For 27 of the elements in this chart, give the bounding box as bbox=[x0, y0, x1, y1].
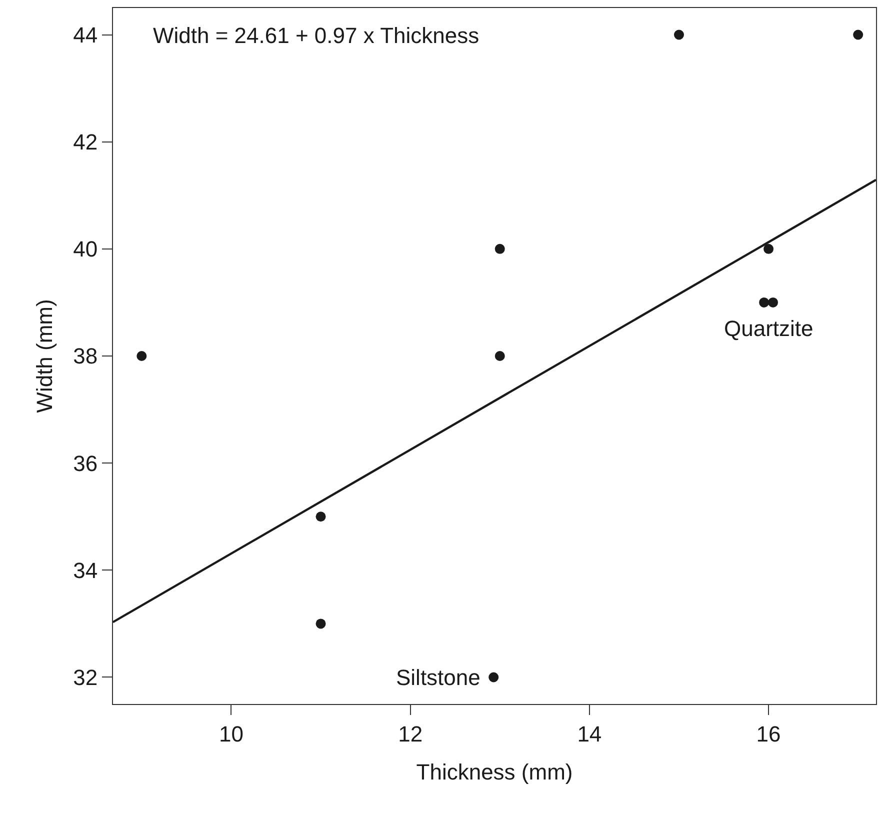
x-tick-label: 14 bbox=[577, 721, 602, 746]
annotation: Quartzite bbox=[724, 316, 814, 341]
point bbox=[759, 297, 770, 308]
point bbox=[488, 672, 499, 682]
point bbox=[768, 297, 778, 308]
y-axis-title: Width (mm) bbox=[32, 299, 57, 413]
point bbox=[853, 30, 864, 40]
point bbox=[494, 244, 505, 254]
x-axis-title: Thickness (mm) bbox=[416, 759, 573, 784]
annotation: Width = 24.61 + 0.97 x Thickness bbox=[153, 23, 480, 48]
y-tick-label: 36 bbox=[73, 450, 98, 476]
y-tick-label: 42 bbox=[73, 130, 98, 155]
x-tick-label: 16 bbox=[756, 721, 781, 746]
point bbox=[316, 512, 326, 522]
y-tick-label: 38 bbox=[73, 344, 98, 369]
y-tick-label: 32 bbox=[73, 664, 98, 690]
point bbox=[764, 244, 774, 254]
y-tick-label: 44 bbox=[73, 22, 98, 48]
annotation: Siltstone bbox=[396, 665, 480, 690]
y-tick-label: 40 bbox=[73, 236, 98, 262]
x-tick-label: 12 bbox=[398, 721, 423, 746]
y-tick-label: 34 bbox=[73, 558, 98, 583]
x-tick-label: 10 bbox=[218, 721, 244, 746]
point bbox=[674, 30, 684, 40]
point bbox=[136, 351, 147, 361]
point bbox=[316, 618, 326, 629]
point bbox=[494, 351, 505, 361]
